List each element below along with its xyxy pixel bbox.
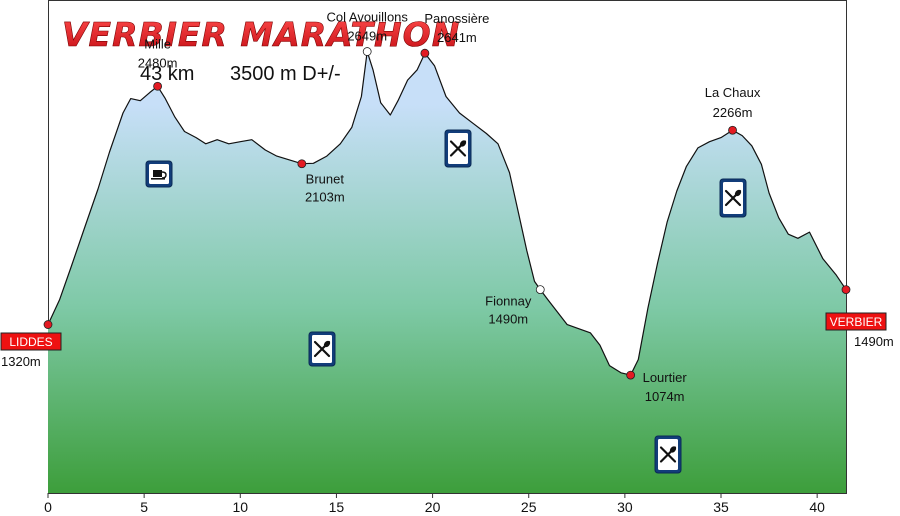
- checkpoint-name-mille: Mille: [144, 36, 171, 51]
- x-tick-label: 10: [233, 499, 249, 515]
- x-tick-label: 0: [44, 499, 52, 515]
- fork-knife-icon: [654, 435, 682, 474]
- checkpoint-marker-lourtier: [626, 370, 636, 380]
- elevation-line: [47, 51, 847, 376]
- x-tick-label: 15: [329, 499, 345, 515]
- checkpoint-name-lourtier: Lourtier: [643, 370, 688, 385]
- checkpoint-name-fionnay: Fionnay: [485, 294, 532, 309]
- checkpoint-name-la-chaux: La Chaux: [705, 85, 761, 100]
- checkpoint-altitude-col-avouillons: 2649m: [347, 29, 387, 44]
- endpoint-name-liddes: LIDDES: [9, 335, 52, 349]
- endpoint-altitude-verbier: 1490m: [854, 334, 894, 349]
- x-tick-label: 5: [140, 499, 148, 515]
- services-layer: [145, 129, 747, 474]
- checkpoint-altitude-la-chaux: 2266m: [713, 105, 753, 120]
- checkpoint-marker-mille: [153, 81, 163, 91]
- checkpoint-marker-verbier: [841, 285, 851, 295]
- x-tick-label: 30: [617, 499, 633, 515]
- checkpoint-marker-brunet: [297, 159, 307, 169]
- checkpoint-name-panossiere: Panossière: [424, 11, 489, 26]
- checkpoint-altitude-panossiere: 2641m: [437, 30, 477, 45]
- fork-knife-icon: [719, 178, 747, 218]
- coffee-cup-icon: [145, 160, 173, 188]
- endpoint-altitude-liddes: 1320m: [1, 354, 41, 369]
- elevation-gain-subtitle: 3500 m D+/-: [230, 63, 341, 85]
- checkpoints-layer: LIDDES 1320m Mille 2480m Brunet 2103m Col Avou…: [0, 10, 894, 404]
- checkpoint-name-brunet: Brunet: [306, 172, 345, 187]
- x-tick-label: 20: [425, 499, 441, 515]
- distance-subtitle: 43 km: [140, 63, 194, 85]
- chart-title: VERBIER MARATHON: [62, 15, 460, 54]
- x-tick-label: 40: [809, 499, 825, 515]
- checkpoint-altitude-mille: 2480m: [138, 55, 178, 70]
- x-tick-label: 35: [713, 499, 729, 515]
- fork-knife-icon: [308, 331, 336, 367]
- x-axis: 0 5 10 15 20 25 30 35 40: [44, 493, 825, 515]
- x-tick-label: 25: [521, 499, 537, 515]
- elevation-area: [48, 51, 846, 493]
- checkpoint-marker-la-chaux: [728, 125, 737, 135]
- endpoint-box-liddes: [0, 332, 62, 351]
- checkpoint-marker-panossiere: [420, 48, 430, 58]
- checkpoint-altitude-lourtier: 1074m: [645, 389, 685, 404]
- checkpoint-marker-liddes: [43, 320, 53, 329]
- checkpoint-marker-col-avouillons: [362, 47, 372, 56]
- checkpoint-marker-fionnay: [535, 285, 545, 295]
- checkpoint-altitude-fionnay: 1490m: [488, 312, 528, 327]
- checkpoint-name-col-avouillons: Col Avouillons: [326, 10, 408, 25]
- endpoint-name-verbier: VERBIER: [830, 315, 883, 329]
- checkpoint-altitude-brunet: 2103m: [305, 190, 345, 205]
- endpoint-box-verbier: [825, 312, 887, 331]
- fork-knife-icon: [444, 129, 472, 168]
